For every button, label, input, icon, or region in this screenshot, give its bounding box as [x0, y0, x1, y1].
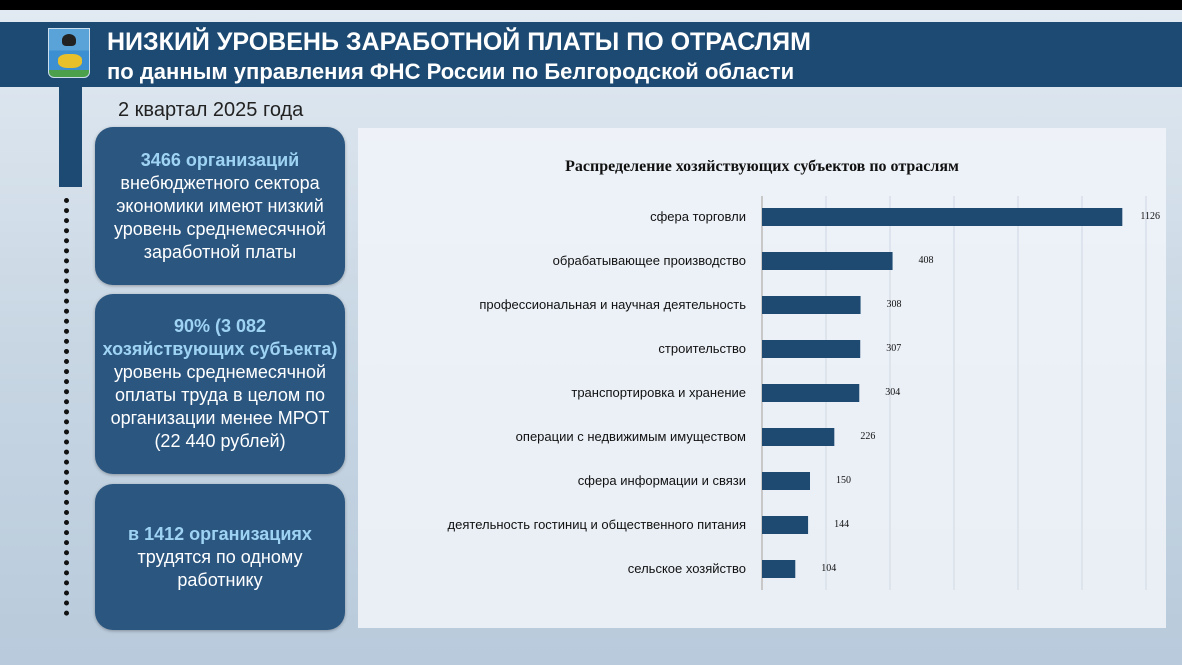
category-label: деятельность гостиниц и общественного пи…	[448, 517, 746, 532]
category-label: строительство	[658, 341, 746, 356]
card-highlight: в 1412 организациях	[128, 523, 312, 544]
top-black-bar	[0, 0, 1182, 10]
bar	[762, 208, 1123, 226]
card-text: уровень среднемесячной оплаты труда в це…	[110, 362, 330, 451]
info-card-organizations: 3466 организаций внебюджетного сектора э…	[95, 127, 345, 285]
bar	[762, 340, 861, 358]
category-label: профессиональная и научная деятельность	[479, 297, 746, 312]
page-subtitle: по данным управления ФНС России по Белго…	[107, 59, 795, 84]
bar	[762, 516, 809, 534]
bar	[762, 296, 861, 314]
decorative-bar	[59, 87, 82, 187]
coat-of-arms-logo	[48, 28, 90, 78]
data-label: 144	[834, 519, 849, 530]
header-band	[0, 22, 1182, 87]
data-label: 307	[886, 343, 901, 354]
data-label: 308	[887, 299, 902, 310]
category-label: операции с недвижимым имуществом	[516, 429, 746, 444]
bar	[762, 252, 893, 270]
bar	[762, 560, 796, 578]
bar	[762, 384, 860, 402]
info-card-single-worker: в 1412 организациях трудятся по одному р…	[95, 484, 345, 630]
category-label: сфера торговли	[650, 209, 746, 224]
bar	[762, 428, 835, 446]
category-label: сельское хозяйство	[628, 561, 746, 576]
card-highlight: 90% (3 082 хозяйствующих субъекта)	[102, 316, 338, 359]
data-label: 304	[885, 387, 900, 398]
category-label: обрабатывающее производство	[553, 253, 746, 268]
data-label: 408	[919, 255, 934, 266]
category-label: транспортировка и хранение	[571, 385, 746, 400]
page-title: НИЗКИЙ УРОВЕНЬ ЗАРАБОТНОЙ ПЛАТЫ ПО ОТРАС…	[107, 28, 811, 56]
category-label: сфера информации и связи	[578, 473, 746, 488]
data-label: 150	[836, 475, 851, 486]
info-card-mrot: 90% (3 082 хозяйствующих субъекта) урове…	[95, 294, 345, 474]
data-label: 226	[860, 431, 875, 442]
card-text: трудятся по одному работнику	[137, 546, 303, 590]
card-highlight: 3466 организаций	[140, 149, 300, 170]
chart-panel: Распределение хозяйствующих субъектов по…	[358, 128, 1166, 628]
card-text: внебюджетного сектора экономики имеют ни…	[113, 172, 327, 262]
period-label: 2 квартал 2025 года	[118, 99, 304, 121]
bar	[762, 472, 810, 490]
dotted-divider	[64, 198, 69, 616]
chart-title: Распределение хозяйствующих субъектов по…	[565, 158, 959, 175]
data-label: 104	[821, 563, 836, 574]
data-label: 1126	[1140, 211, 1160, 222]
bar-chart: сфера торговли 1126 обрабатывающее произво…	[448, 196, 1160, 590]
